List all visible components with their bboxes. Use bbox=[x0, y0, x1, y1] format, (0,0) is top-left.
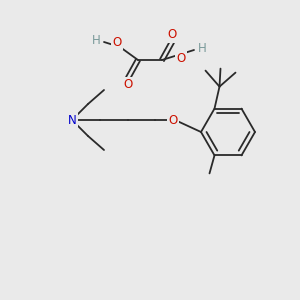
Text: O: O bbox=[168, 113, 178, 127]
Text: H: H bbox=[198, 41, 206, 55]
Text: H: H bbox=[92, 34, 100, 46]
Text: O: O bbox=[123, 79, 133, 92]
Text: O: O bbox=[112, 35, 122, 49]
Text: O: O bbox=[176, 52, 186, 64]
Text: O: O bbox=[167, 28, 177, 41]
Text: N: N bbox=[68, 113, 76, 127]
